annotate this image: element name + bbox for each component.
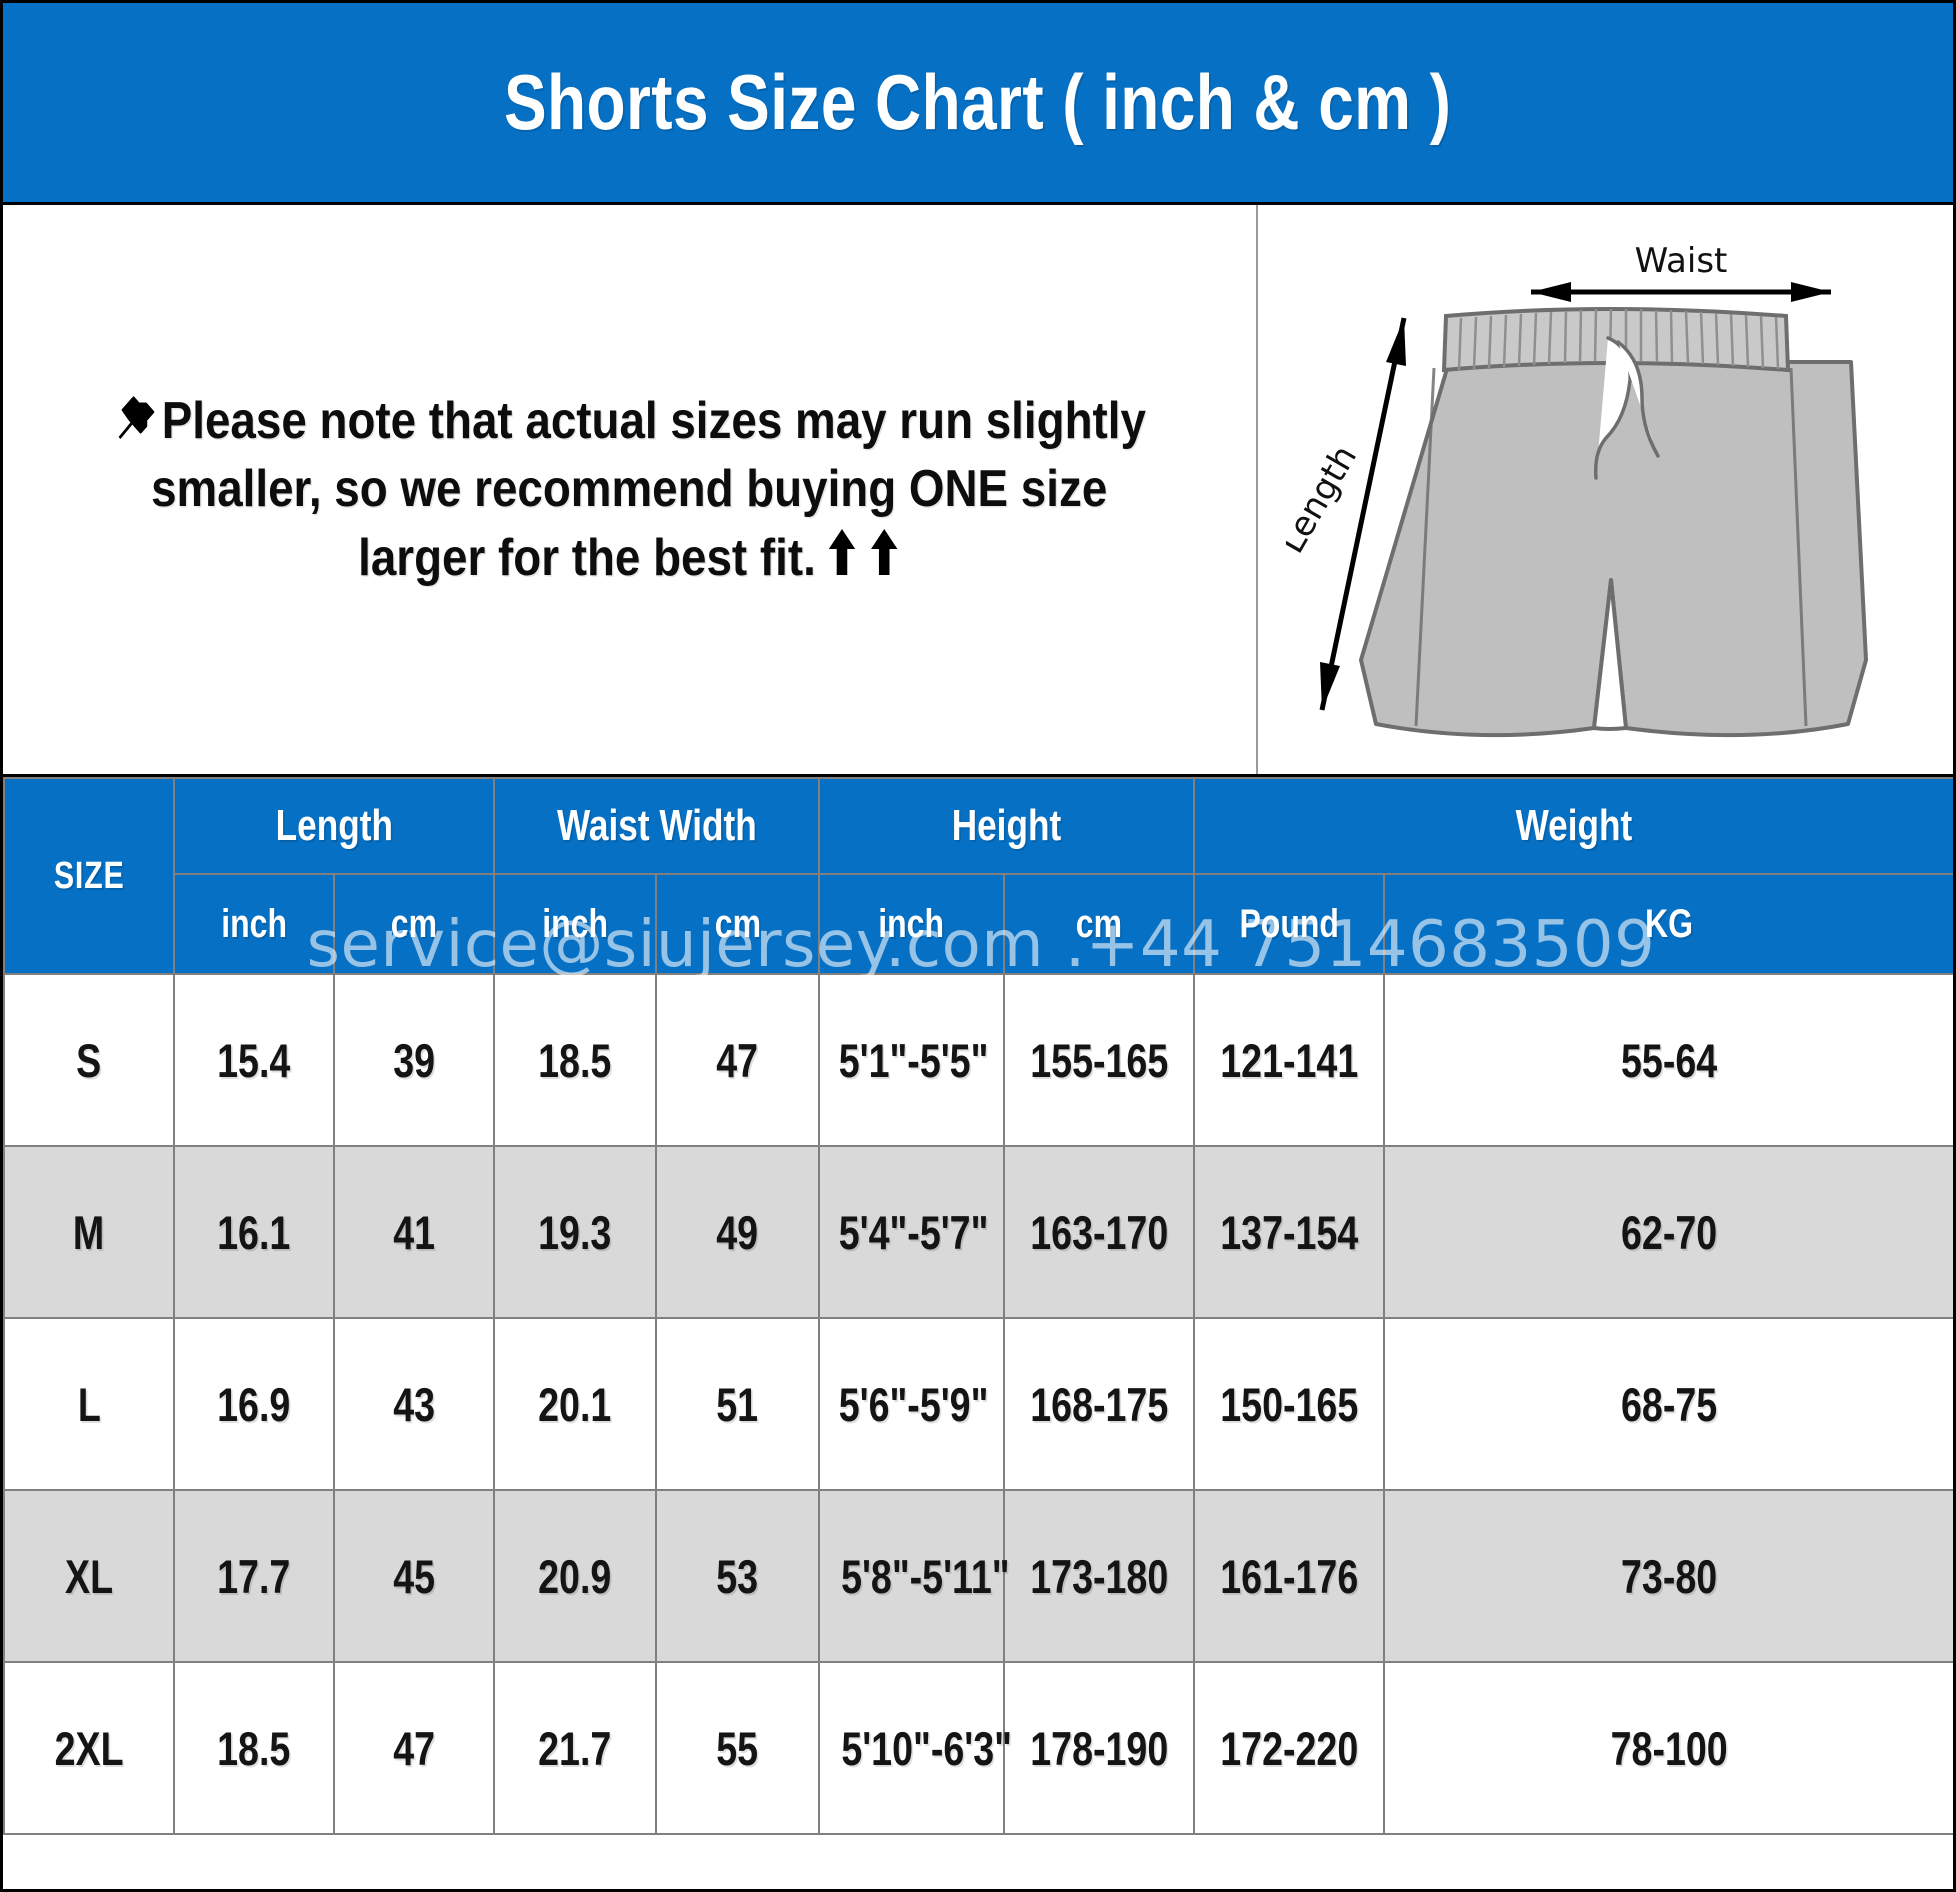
waist-arrow-icon [1530, 281, 1831, 302]
cell-height-inch: 5'10"-6'3" [818, 1661, 1012, 1835]
col-header-height: Height [818, 777, 1196, 875]
cell-waist-inch: 19.3 [493, 1145, 658, 1319]
cell-height-inch: 5'8"-5'11" [818, 1489, 1010, 1663]
cell-length-cm: 41 [332, 1145, 496, 1319]
cell-length-inch: 17.7 [173, 1489, 335, 1663]
table-row: L 16.9 43 20.1 51 5'6"-5'9" 168-175 150-… [3, 1317, 1953, 1491]
col-header-weight: Weight [1193, 777, 1953, 875]
cell-height-cm: 173-180 [1003, 1489, 1196, 1663]
up-arrow-icon-2 [871, 528, 898, 575]
col-header-length: Length [172, 777, 496, 875]
note-line-1-wrapper: Please note that actual sizes may run sl… [113, 387, 1146, 456]
group-header-row: SIZE Length Waist Width Height Weight [3, 777, 1953, 975]
size-table: SIZE Length Waist Width Height Weight in… [3, 777, 1953, 1835]
col-header-size: SIZE [3, 777, 175, 975]
cell-waist-cm: 51 [655, 1317, 821, 1491]
note-line-3-wrapper: larger for the best fit. [113, 524, 1146, 593]
cell-length-cm: 39 [332, 973, 496, 1147]
length-arrow-icon [1319, 316, 1406, 711]
cell-length-inch: 15.4 [173, 973, 335, 1147]
cell-size: L [3, 1317, 175, 1491]
sub-header-height-inch: inch [818, 873, 1006, 975]
sub-header-height-cm: cm [1003, 873, 1196, 975]
table-row: S 15.4 39 18.5 47 5'1"-5'5" 155-165 121-… [3, 973, 1953, 1147]
cell-waist-inch: 20.1 [493, 1317, 658, 1491]
sub-header-row: inch cm inch cm inch cm Pound [4, 873, 1953, 975]
cell-weight-pound: 161-176 [1193, 1489, 1386, 1663]
cell-waist-inch: 20.9 [493, 1489, 658, 1663]
cell-weight-pound: 150-165 [1193, 1317, 1386, 1491]
sub-header-waist-cm: cm [655, 873, 821, 975]
sub-header-length-inch: inch [173, 873, 335, 975]
cell-size: S [3, 973, 175, 1147]
table-row: 2XL 18.5 47 21.7 55 5'10"-6'3" 178-190 1… [3, 1661, 1953, 1835]
shorts-illustration-cell: Waist Length [1258, 205, 1953, 774]
cell-waist-cm: 55 [655, 1661, 821, 1835]
table-row: M 16.1 41 19.3 49 5'4"-5'7" 163-170 137-… [3, 1145, 1953, 1319]
cell-weight-kg: 68-75 [1383, 1317, 1953, 1491]
shorts-diagram: Waist Length [1286, 241, 1868, 737]
cell-weight-kg: 62-70 [1383, 1145, 1953, 1319]
cell-size: XL [3, 1489, 175, 1663]
cell-length-cm: 43 [332, 1317, 496, 1491]
length-label: Length [1286, 438, 1365, 560]
cell-length-cm: 47 [332, 1661, 496, 1835]
col-header-waist-width: Waist Width [493, 777, 821, 875]
page-title: Shorts Size Chart ( inch & cm ) [504, 58, 1452, 146]
cell-length-inch: 16.1 [173, 1145, 335, 1319]
waist-label: Waist [1634, 241, 1727, 281]
info-band: Please note that actual sizes may run sl… [3, 205, 1953, 777]
cell-height-inch: 5'4"-5'7" [818, 1145, 1006, 1319]
note-block: Please note that actual sizes may run sl… [42, 387, 1216, 593]
cell-waist-inch: 21.7 [493, 1661, 658, 1835]
up-arrow-icon [829, 528, 856, 575]
cell-waist-cm: 49 [655, 1145, 821, 1319]
cell-size: M [3, 1145, 175, 1319]
pushpin-icon [118, 396, 155, 439]
chart-title-bar: Shorts Size Chart ( inch & cm ) [3, 3, 1953, 205]
table-row: XL 17.7 45 20.9 53 5'8"-5'11" 173-180 16… [3, 1489, 1953, 1663]
note-cell: Please note that actual sizes may run sl… [3, 205, 1258, 774]
note-line-3: larger for the best fit. [358, 528, 817, 587]
sub-header-waist-inch: inch [493, 873, 658, 975]
cell-weight-kg: 55-64 [1383, 973, 1953, 1147]
cell-weight-kg: 73-80 [1383, 1489, 1953, 1663]
table-body: S 15.4 39 18.5 47 5'1"-5'5" 155-165 121-… [3, 973, 1953, 1835]
cell-height-inch: 5'1"-5'5" [818, 973, 1006, 1147]
table-head: SIZE Length Waist Width Height Weight in… [3, 777, 1953, 975]
cell-waist-cm: 53 [655, 1489, 821, 1663]
cell-waist-cm: 47 [655, 973, 821, 1147]
cell-length-cm: 45 [332, 1489, 496, 1663]
drawstring [1593, 335, 1660, 480]
cell-weight-pound: 172-220 [1193, 1661, 1386, 1835]
cell-height-cm: 163-170 [1003, 1145, 1196, 1319]
sub-header-weight-pound: Pound [1193, 873, 1386, 975]
cell-size: 2XL [3, 1661, 175, 1835]
waistband [1441, 306, 1790, 372]
cell-length-inch: 18.5 [173, 1661, 335, 1835]
sub-header-length-cm: cm [332, 873, 496, 975]
note-line-1: Please note that actual sizes may run sl… [162, 391, 1147, 450]
cell-weight-pound: 137-154 [1193, 1145, 1386, 1319]
cell-height-inch: 5'6"-5'9" [818, 1317, 1006, 1491]
note-line-2: smaller, so we recommend buying ONE size [151, 460, 1108, 519]
cell-height-cm: 155-165 [1003, 973, 1196, 1147]
cell-waist-inch: 18.5 [493, 973, 658, 1147]
cell-weight-kg: 78-100 [1383, 1661, 1953, 1835]
shorts-body [1358, 359, 1868, 737]
cell-weight-pound: 121-141 [1193, 973, 1386, 1147]
cell-length-inch: 16.9 [173, 1317, 335, 1491]
cell-height-cm: 168-175 [1003, 1317, 1196, 1491]
sub-header-weight-kg: KG [1383, 873, 1953, 975]
cell-height-cm: 178-190 [1003, 1661, 1196, 1835]
